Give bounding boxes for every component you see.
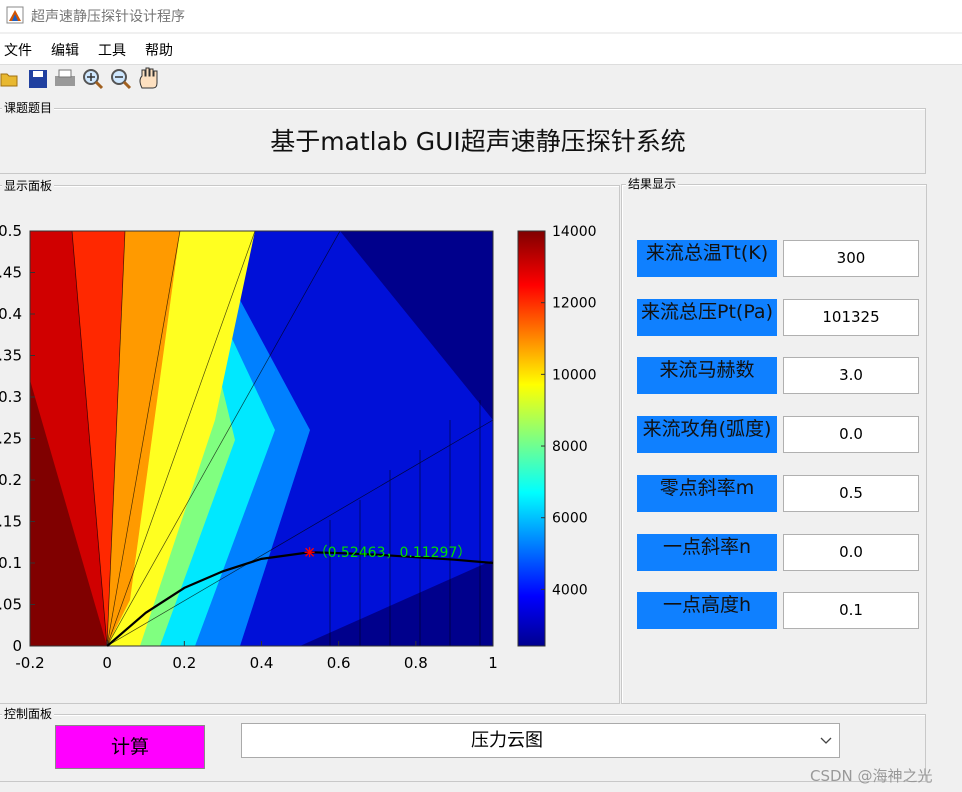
y-tick-label: 0.4 — [0, 305, 22, 323]
heading: 基于matlab GUI超声速静压探针系统 — [270, 127, 686, 156]
topic-panel — [0, 108, 926, 174]
x-tick-label: 0 — [102, 654, 112, 672]
y-tick-label: 0.25 — [0, 430, 22, 448]
x-tick-label: 0.6 — [327, 654, 351, 672]
field-value[interactable]: 0.1 — [783, 592, 919, 630]
x-tick-label: -0.2 — [15, 654, 44, 672]
x-tick-label: 0.2 — [172, 654, 196, 672]
menu-item[interactable]: 编辑 — [51, 43, 79, 59]
colorbar-tick-label: 4000 — [552, 582, 588, 598]
app-icon — [6, 6, 24, 24]
y-tick-label: 0.3 — [0, 388, 22, 406]
marker-label: （0.52463，0.11297） — [314, 545, 472, 561]
x-tick-label: 1 — [488, 654, 498, 672]
y-tick-label: 0.5 — [0, 222, 22, 240]
pan-icon[interactable] — [139, 67, 158, 89]
zoom-in-icon[interactable] — [83, 69, 104, 90]
panel-label: 结果显示 — [626, 177, 679, 191]
field-value[interactable]: 0.0 — [783, 533, 919, 571]
menu-item[interactable]: 帮助 — [145, 43, 173, 59]
colorbar-tick-label: 12000 — [552, 296, 597, 312]
field-label: 来流总温Tt(K) — [637, 240, 777, 277]
toolbar — [0, 67, 158, 90]
y-tick-label: 0.15 — [0, 513, 22, 531]
y-tick-label: 0.05 — [0, 596, 22, 614]
watermark: CSDN @海神之光 — [810, 767, 933, 785]
y-tick-label: 0.1 — [0, 554, 22, 572]
y-tick-label: 0.2 — [0, 471, 22, 489]
colorbar-tick-label: 10000 — [552, 367, 597, 383]
field-value[interactable]: 101325 — [783, 298, 919, 336]
y-tick-label: 0 — [12, 637, 22, 655]
field-label: 来流总压Pt(Pa) — [637, 298, 777, 336]
colorbar-tick-label: 14000 — [552, 224, 597, 240]
x-tick-label: 0.8 — [404, 654, 428, 672]
menu-bar — [0, 34, 962, 65]
field-label: 来流攻角(弧度) — [637, 416, 777, 454]
title-bar: 超声速静压探针设计程序 — [0, 0, 962, 32]
dropdown-text: 压力云图 — [471, 730, 543, 751]
zoom-out-icon[interactable] — [111, 69, 132, 90]
field-label: 零点斜率m — [637, 474, 777, 512]
open-icon[interactable] — [0, 73, 18, 87]
field-value[interactable]: 300 — [783, 240, 919, 277]
field-label: 一点高度h — [637, 592, 777, 630]
panel-label: 显示面板 — [2, 179, 55, 193]
print-icon[interactable] — [55, 69, 75, 86]
dropdown[interactable]: 压力云图 — [241, 723, 840, 758]
menu-item[interactable]: 文件 — [4, 43, 32, 59]
menu-item[interactable]: 工具 — [98, 43, 126, 59]
marker — [304, 547, 315, 558]
window-title: 超声速静压探针设计程序 — [31, 9, 185, 25]
save-icon[interactable] — [29, 70, 47, 88]
field-label: 来流马赫数 — [637, 357, 777, 395]
field-value[interactable]: 0.5 — [783, 474, 919, 512]
display-panel — [0, 185, 620, 704]
compute-button[interactable]: 计算 — [55, 725, 205, 769]
field-label: 一点斜率n — [637, 533, 777, 571]
colorbar-tick-label: 6000 — [552, 511, 588, 527]
field-value[interactable]: 0.0 — [783, 416, 919, 454]
result-panel — [621, 184, 927, 704]
field-value[interactable]: 3.0 — [783, 357, 919, 395]
control-panel — [0, 714, 926, 782]
panel-label: 课题题目 — [2, 101, 55, 115]
chevron — [820, 737, 832, 744]
colorbar-tick-label: 8000 — [552, 439, 588, 455]
contour-fill — [30, 231, 493, 646]
x-tick-label: 0.4 — [250, 654, 274, 672]
panel-label: 控制面板 — [2, 707, 55, 721]
y-tick-label: 0.45 — [0, 264, 22, 282]
y-tick-label: 0.35 — [0, 347, 22, 365]
colorbar — [517, 230, 546, 647]
